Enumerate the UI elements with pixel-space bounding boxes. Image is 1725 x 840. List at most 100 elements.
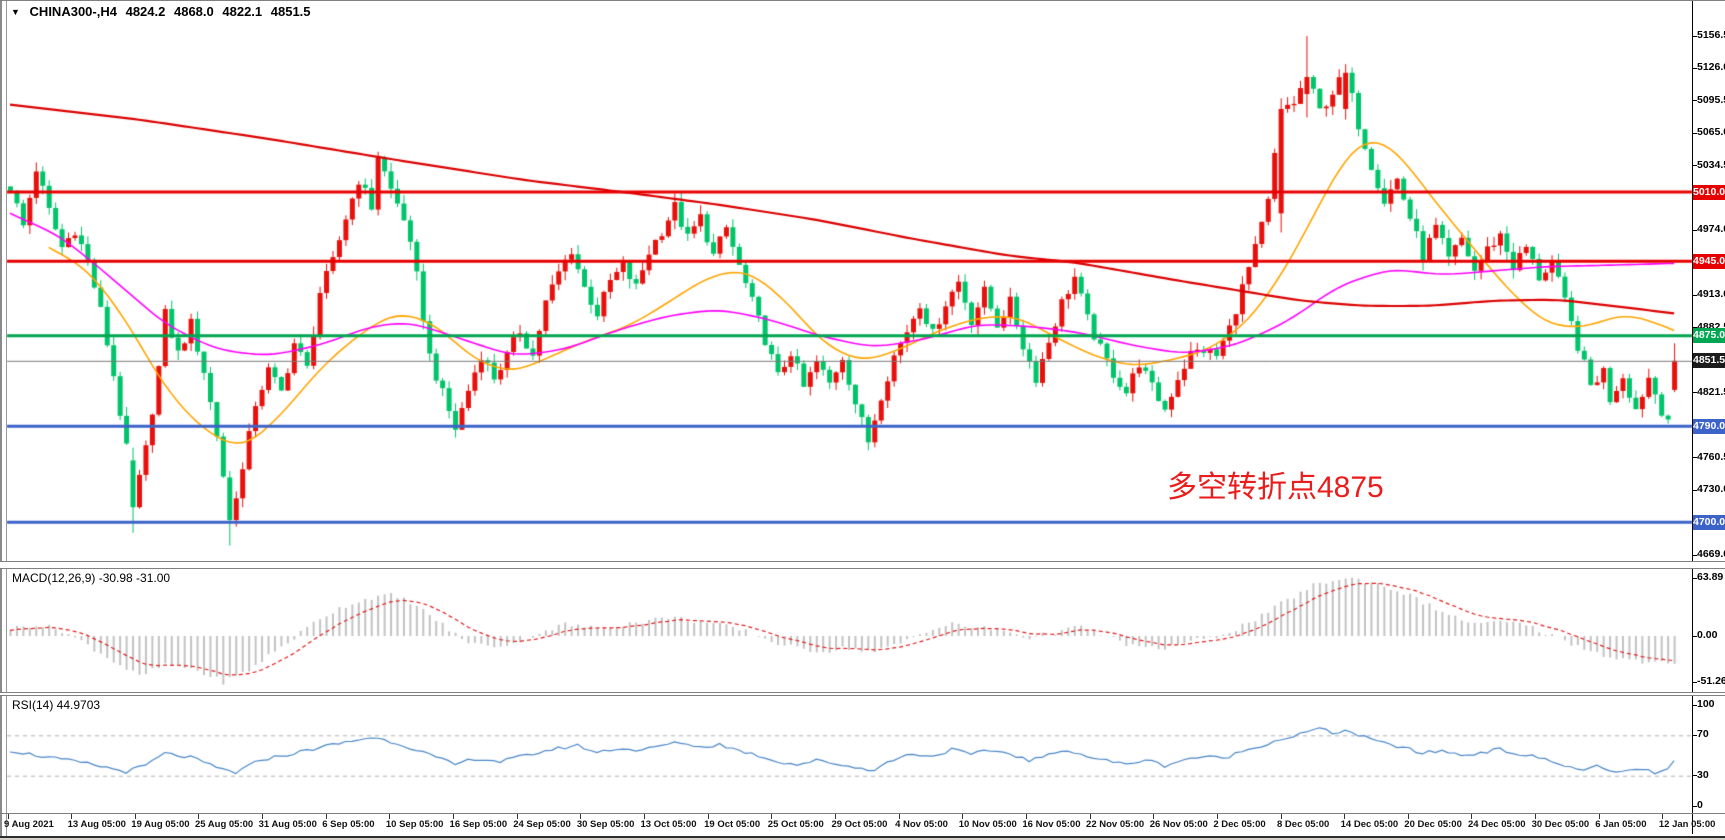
rsi-axis-tick: 100 xyxy=(1697,698,1715,710)
macd-axis-tick: -51.26 xyxy=(1697,675,1725,688)
rsi-tick-mark xyxy=(1692,806,1697,807)
time-axis-label: 12 Jan 05:00 xyxy=(1658,819,1716,830)
rsi-axis-tick: 0 xyxy=(1697,799,1703,811)
price-tick-mark xyxy=(1692,490,1697,491)
high-value: 4868.0 xyxy=(173,4,214,19)
window-bottom-bar xyxy=(0,838,1725,840)
time-axis-label: 31 Aug 05:00 xyxy=(258,819,317,830)
time-axis-label: 10 Nov 05:00 xyxy=(958,819,1017,830)
symbol-timeframe-label: CHINA300-,H4 xyxy=(29,4,117,19)
time-axis-label: 16 Sep 05:00 xyxy=(449,819,508,830)
time-tick-mark xyxy=(1662,814,1663,819)
rsi-indicator-label: RSI(14) 44.9703 xyxy=(12,698,101,712)
macd-indicator-label: MACD(12,26,9) -30.98 -31.00 xyxy=(12,571,171,585)
price-tick-mark xyxy=(1692,457,1697,458)
time-axis-label: 13 Oct 05:00 xyxy=(640,819,697,830)
time-axis-label: 13 Aug 05:00 xyxy=(67,819,126,830)
price-axis-tick: 4760.5 xyxy=(1697,450,1725,463)
time-tick-mark xyxy=(1026,814,1027,819)
time-tick-mark xyxy=(580,814,581,819)
macd-tick-mark xyxy=(1692,578,1697,579)
window-bottom-border xyxy=(0,836,1725,838)
level-badge-4700.0: 4700.0 xyxy=(1693,514,1725,530)
price-axis-tick: 4730.0 xyxy=(1697,483,1725,496)
time-tick-mark xyxy=(771,814,772,819)
time-tick-mark xyxy=(1153,814,1154,819)
time-tick-mark xyxy=(71,814,72,819)
panel-separator[interactable] xyxy=(0,561,1725,569)
price-axis-tick: 4821.5 xyxy=(1697,385,1725,398)
time-axis-label: 19 Oct 05:00 xyxy=(704,819,761,830)
chevron-down-icon[interactable]: ▼ xyxy=(11,7,20,17)
time-tick-mark xyxy=(644,814,645,819)
close-value: 4851.5 xyxy=(270,4,311,19)
time-axis-label: 24 Sep 05:00 xyxy=(513,819,571,830)
price-tick-mark xyxy=(1692,100,1697,101)
time-axis-label: 4 Nov 05:00 xyxy=(895,819,948,830)
price-axis-tick: 4913.0 xyxy=(1697,288,1725,301)
time-tick-mark xyxy=(262,814,263,819)
time-tick-mark xyxy=(708,814,709,819)
time-tick-mark xyxy=(135,814,136,819)
price-tick-mark xyxy=(1692,555,1697,556)
price-tick-mark xyxy=(1692,133,1697,134)
level-badge-4945.0: 4945.0 xyxy=(1693,253,1725,269)
time-axis-label: 16 Nov 05:00 xyxy=(1022,819,1081,830)
time-axis-label: 22 Nov 05:00 xyxy=(1086,819,1145,830)
time-axis-label: 24 Dec 05:00 xyxy=(1467,819,1526,830)
price-tick-mark xyxy=(1692,392,1697,393)
price-axis-tick: 5034.5 xyxy=(1697,158,1725,171)
price-tick-mark xyxy=(1692,327,1697,328)
axis-border-line xyxy=(1692,1,1693,834)
time-axis-label: 25 Aug 05:00 xyxy=(194,819,254,830)
time-tick-mark xyxy=(517,814,518,819)
time-axis-label: 10 Sep 05:00 xyxy=(385,819,444,830)
time-axis-label: 6 Jan 05:00 xyxy=(1595,819,1647,830)
time-axis-label: 2 Dec 05:00 xyxy=(1213,819,1266,830)
time-axis-label: 25 Oct 05:00 xyxy=(767,819,824,830)
time-axis-label: 26 Nov 05:00 xyxy=(1149,819,1208,830)
chart-header: ▼ CHINA300-,H4 4824.2 4868.0 4822.1 4851… xyxy=(11,4,316,19)
price-axis-tick: 5095.5 xyxy=(1697,93,1725,106)
time-tick-mark xyxy=(1408,814,1409,819)
price-axis-tick: 5065.0 xyxy=(1697,126,1725,139)
price-tick-mark xyxy=(1692,230,1697,231)
price-axis-tick: 5156.5 xyxy=(1697,29,1725,41)
time-tick-mark xyxy=(835,814,836,819)
time-tick-mark xyxy=(1535,814,1536,819)
time-axis-label: 14 Dec 05:00 xyxy=(1340,819,1399,830)
price-axis-tick: 4974.0 xyxy=(1697,223,1725,236)
time-tick-mark xyxy=(1471,814,1472,819)
time-tick-mark xyxy=(1281,814,1282,819)
macd-tick-mark xyxy=(1692,636,1697,637)
rsi-axis-tick: 70 xyxy=(1697,728,1709,741)
annotation-text[interactable]: 多空转折点4875 xyxy=(1167,471,1384,504)
time-tick-mark xyxy=(1090,814,1091,819)
time-tick-mark xyxy=(899,814,900,819)
time-tick-mark xyxy=(198,814,199,819)
price-axis-tick: 5126.0 xyxy=(1697,61,1725,74)
time-tick-mark xyxy=(389,814,390,819)
macd-axis-tick: 0.00 xyxy=(1697,629,1718,641)
level-badge-5010.0: 5010.0 xyxy=(1693,184,1725,200)
low-value: 4822.1 xyxy=(222,4,263,19)
time-tick-mark xyxy=(962,814,963,819)
time-axis-label: 30 Sep 05:00 xyxy=(576,819,635,830)
time-tick-mark xyxy=(453,814,454,819)
macd-axis-tick: 63.89 xyxy=(1697,571,1724,584)
price-tick-mark xyxy=(1692,36,1697,37)
time-tick-mark xyxy=(326,814,327,819)
rsi-tick-mark xyxy=(1692,775,1697,776)
price-tick-mark xyxy=(1692,68,1697,69)
time-axis-label: 30 Dec 05:00 xyxy=(1531,819,1590,830)
time-axis-label: 6 Sep 05:00 xyxy=(322,819,375,830)
open-value: 4824.2 xyxy=(125,4,166,19)
time-axis-label: 9 Aug 2021 xyxy=(4,819,54,830)
time-axis-label: 29 Oct 05:00 xyxy=(831,819,888,830)
rsi-axis-tick: 30 xyxy=(1697,768,1709,781)
level-badge-4790.0: 4790.0 xyxy=(1693,418,1725,434)
panel-separator[interactable] xyxy=(0,692,1725,696)
window-left-frame xyxy=(0,1,7,840)
